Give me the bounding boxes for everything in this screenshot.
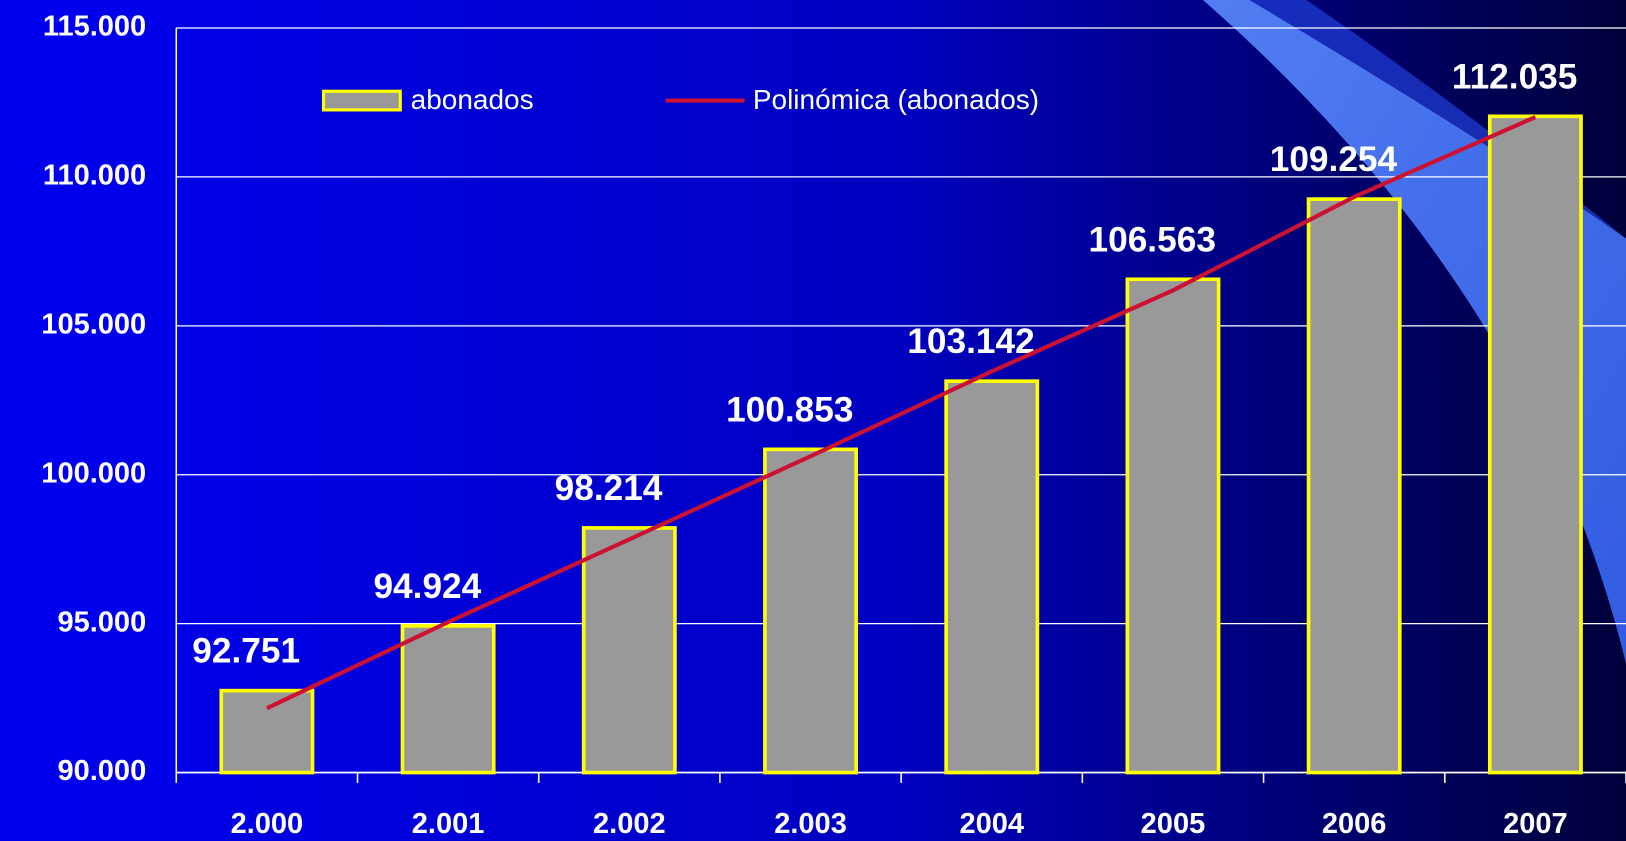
x-tick-label: 2005: [1141, 808, 1206, 840]
data-label: 94.924: [373, 567, 481, 606]
bar: [1306, 197, 1402, 775]
x-tick-label: 2.001: [412, 808, 485, 840]
x-tick-label: 2007: [1503, 808, 1568, 840]
y-tick-label: 110.000: [43, 160, 146, 192]
legend-label: abonados: [411, 84, 534, 115]
y-tick-label: 90.000: [57, 755, 146, 787]
x-tick-label: 2006: [1322, 808, 1387, 840]
data-label: 103.142: [907, 322, 1034, 361]
bar: [944, 379, 1040, 775]
bar: [219, 688, 315, 775]
x-tick-label: 2.003: [774, 808, 847, 840]
data-label: 100.853: [726, 390, 853, 429]
legend-label: Polinómica (abonados): [753, 84, 1039, 115]
y-tick-label: 105.000: [41, 308, 146, 340]
bar: [1125, 277, 1221, 775]
y-tick-label: 100.000: [41, 457, 146, 489]
y-tick-label: 115.000: [43, 11, 146, 43]
bar: [763, 447, 858, 775]
data-label: 92.751: [192, 632, 300, 671]
x-tick-label: 2004: [959, 808, 1024, 840]
y-tick-label: 95.000: [57, 606, 146, 638]
bar: [400, 624, 496, 775]
bar: [1487, 114, 1583, 775]
trend-line: [266, 115, 1537, 711]
data-label: 112.035: [1452, 57, 1577, 96]
data-label: 106.563: [1089, 220, 1216, 259]
bar: [581, 526, 677, 775]
data-label: 98.214: [555, 469, 663, 508]
data-label: 109.254: [1270, 140, 1398, 179]
legend-swatch-bar: [321, 89, 402, 112]
x-tick-label: 2.000: [231, 808, 304, 840]
x-tick-label: 2.002: [593, 808, 666, 840]
legend: abonados Polinómica (abonados): [321, 84, 1039, 115]
